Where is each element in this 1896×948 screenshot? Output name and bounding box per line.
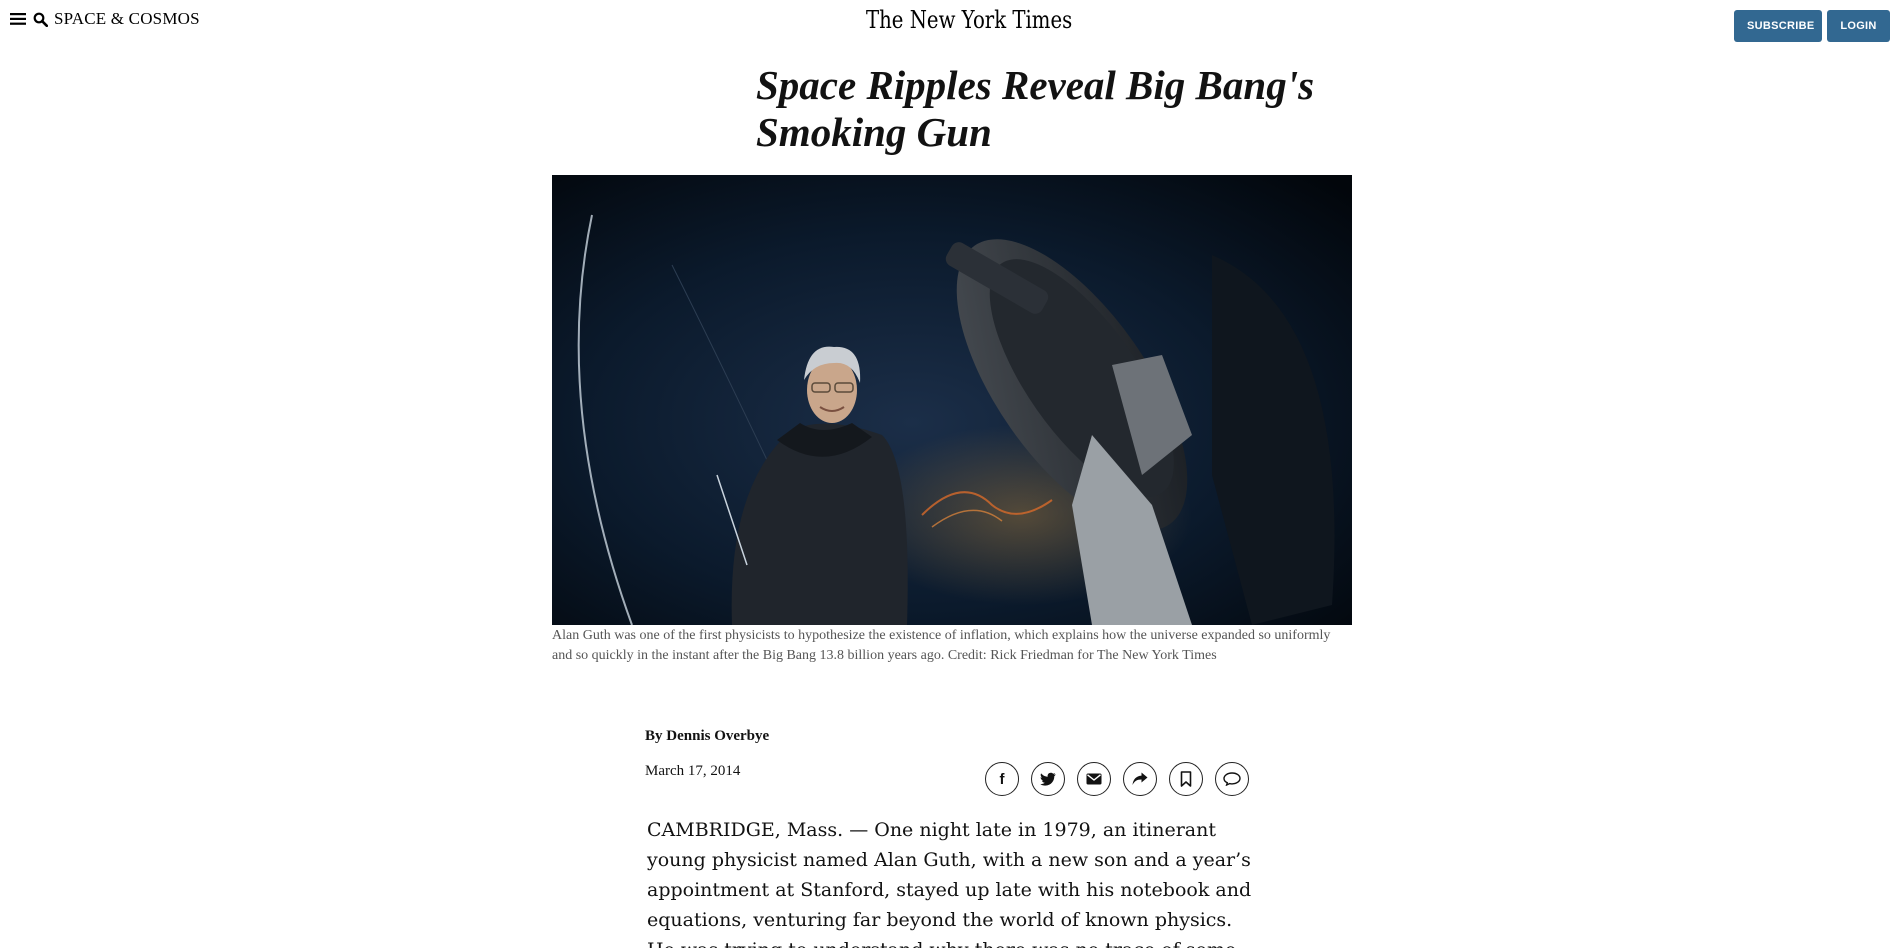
byline: By Dennis Overbye [645,728,769,745]
menu-icon[interactable] [10,11,26,27]
section-label[interactable]: SPACE & COSMOS [54,9,200,28]
body-paragraph: CAMBRIDGE, Mass. — One night late in 197… [647,819,1252,931]
svg-text:f: f [1000,771,1006,787]
search-icon[interactable] [32,11,48,27]
bookmark-icon[interactable] [1169,762,1203,796]
top-bar: SPACE & COSMOS The New York Times SUBSCR… [0,0,1896,52]
login-button[interactable]: LOGIN [1827,10,1890,42]
article-photo [552,175,1352,625]
publish-date: March 17, 2014 [645,763,741,779]
article-body: CAMBRIDGE, Mass. — One night late in 197… [647,815,1267,948]
article-headline: Space Ripples Reveal Big Bang's Smoking … [756,62,1315,155]
image-caption: Alan Guth was one of the first physicist… [552,628,1331,663]
body-paragraph: He was trying to understand why there wa… [647,935,1267,948]
nyt-logo[interactable]: The New York Times [866,6,1073,34]
email-icon[interactable] [1077,762,1111,796]
share-icon[interactable] [1123,762,1157,796]
facebook-icon[interactable]: f [985,762,1019,796]
comment-icon[interactable] [1215,762,1249,796]
byline-prefix: By [645,728,663,744]
author-name[interactable]: Dennis Overbye [666,728,770,744]
section-nav: SPACE & COSMOS [10,9,200,29]
subscribe-button[interactable]: SUBSCRIBE [1734,10,1822,42]
account-buttons: SUBSCRIBE LOGIN [1734,10,1890,42]
twitter-icon[interactable] [1031,762,1065,796]
share-toolbar: f [985,762,1249,796]
